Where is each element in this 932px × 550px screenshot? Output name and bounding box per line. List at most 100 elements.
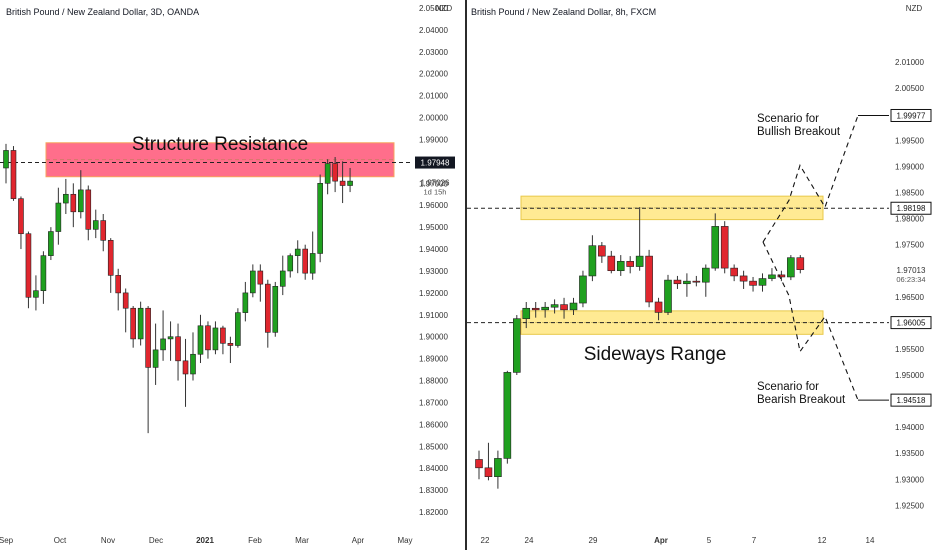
bearish-candle — [205, 325, 211, 351]
price-tag-bg — [415, 156, 455, 169]
scenario-annotation: Scenario for — [757, 381, 819, 393]
scenario-path — [762, 241, 859, 401]
bullish-candle — [503, 372, 512, 459]
price-tag-bg — [890, 316, 932, 330]
y-tick-label: 1.98000 — [895, 215, 924, 224]
bullish-candle — [63, 193, 69, 204]
bearish-candle — [654, 301, 663, 313]
bullish-candle — [309, 253, 316, 274]
right-chart-title: British Pound / New Zealand Dollar, 8h, … — [471, 7, 657, 17]
x-tick-label: Feb — [248, 536, 262, 545]
y-tick-label: 2.05000 — [419, 4, 448, 13]
y-tick-label: 1.99500 — [895, 136, 924, 145]
bullish-candle — [635, 255, 644, 267]
x-tick-label: Nov — [101, 536, 115, 545]
bearish-candle — [692, 280, 701, 283]
bearish-candle — [70, 193, 77, 213]
x-tick-label: 22 — [481, 536, 490, 545]
y-tick-label: 1.93000 — [419, 267, 448, 276]
bullish-candle — [137, 307, 144, 340]
x-tick-label: 24 — [525, 536, 534, 545]
bullish-candle — [235, 312, 241, 346]
bullish-candle — [287, 255, 294, 272]
price-tag-bg — [890, 108, 932, 122]
price-tag-label: 1.99977 — [897, 111, 926, 120]
x-tick-label: 2021 — [196, 536, 214, 545]
bearish-candle — [100, 220, 107, 241]
bullish-candle — [279, 270, 286, 287]
y-tick-label: 1.99000 — [895, 162, 924, 171]
bullish-candle — [40, 255, 47, 292]
x-tick-label: Dec — [149, 536, 163, 545]
left-chart-title: British Pound / New Zealand Dollar, 3D, … — [6, 7, 200, 17]
right-chart-panel[interactable]: 2.01000 2.00500 1.99500 1.99000 1.98500 1.980… — [467, 0, 932, 550]
bearish-candle — [720, 226, 729, 269]
bullish-candle — [512, 318, 521, 373]
y-tick-label: 1.91000 — [419, 311, 448, 320]
x-tick-label: Oct — [54, 536, 67, 545]
bearish-candle — [777, 274, 786, 278]
bearish-candle — [145, 307, 151, 368]
y-tick-label: 1.96500 — [895, 293, 924, 302]
bullish-candle — [197, 325, 204, 355]
bearish-candle — [182, 360, 189, 375]
bearish-candle — [107, 239, 114, 276]
bearish-candle — [85, 189, 92, 230]
bullish-candle — [683, 280, 691, 285]
bullish-candle — [588, 245, 597, 277]
price-tag-bg — [890, 201, 932, 215]
bullish-candle — [294, 248, 301, 256]
price-tag-label: 1.97948 — [421, 159, 450, 168]
y-tick-label: 2.00500 — [895, 84, 924, 93]
x-tick-label: May — [397, 536, 412, 545]
y-tick-label: 1.92000 — [419, 289, 448, 298]
y-tick-label: 1.87000 — [419, 398, 448, 407]
bearish-candle — [607, 255, 616, 272]
bullish-candle — [494, 458, 502, 477]
y-tick-label: 1.97500 — [895, 241, 924, 250]
bullish-candle — [787, 257, 795, 278]
bullish-candle — [522, 307, 531, 319]
left-chart-panel[interactable]: 2.05000 2.04000 2.03000 2.02000 2.01000 2.000… — [0, 0, 465, 550]
bearish-candle — [645, 255, 653, 303]
x-tick-label: 7 — [752, 536, 757, 545]
chart-divider[interactable] — [465, 0, 467, 550]
bearish-candle — [484, 467, 493, 477]
bullish-candle — [550, 304, 559, 308]
bullish-candle — [152, 349, 159, 368]
bearish-candle — [130, 307, 136, 340]
bearish-candle — [749, 280, 757, 286]
price-tag-sublabel: 06:23:34 — [896, 275, 925, 284]
y-tick-label: 1.93000 — [895, 475, 924, 484]
y-tick-label: 2.03000 — [419, 48, 448, 57]
x-tick-label: Sep — [0, 536, 14, 545]
bullish-candle — [317, 183, 323, 254]
price-tag-sublabel: 1d 15h — [424, 188, 447, 197]
scenario-annotation: Bullish Breakout — [757, 126, 841, 138]
bullish-candle — [78, 189, 84, 213]
x-tick-label: 29 — [589, 536, 598, 545]
bullish-candle — [33, 290, 39, 298]
y-tick-label: 1.92500 — [895, 501, 924, 510]
scenario-annotation: Bearish Breakout — [757, 394, 846, 406]
bearish-candle — [796, 257, 805, 270]
bearish-candle — [673, 279, 682, 285]
bullish-candle — [768, 274, 776, 279]
bullish-candle — [569, 302, 578, 311]
bullish-candle — [324, 163, 331, 184]
bullish-candle — [702, 267, 710, 283]
x-tick-label: 5 — [707, 536, 712, 545]
y-tick-label: 2.01000 — [895, 58, 924, 67]
y-tick-label: 2.04000 — [419, 26, 448, 35]
bearish-candle — [302, 248, 309, 274]
y-axis-unit-label: NZD — [906, 4, 923, 13]
bullish-candle — [167, 336, 174, 340]
left-chart-svg[interactable]: 2.05000 2.04000 2.03000 2.02000 2.01000 2.000… — [0, 0, 465, 550]
y-tick-label: 1.90000 — [419, 333, 448, 342]
bullish-candle — [272, 286, 279, 333]
right-chart-svg[interactable]: 2.01000 2.00500 1.99500 1.99000 1.98500 1.980… — [467, 0, 932, 550]
bullish-candle — [347, 180, 353, 186]
bullish-candle — [250, 270, 256, 294]
bullish-candle — [711, 226, 720, 269]
bullish-candle — [212, 327, 219, 351]
